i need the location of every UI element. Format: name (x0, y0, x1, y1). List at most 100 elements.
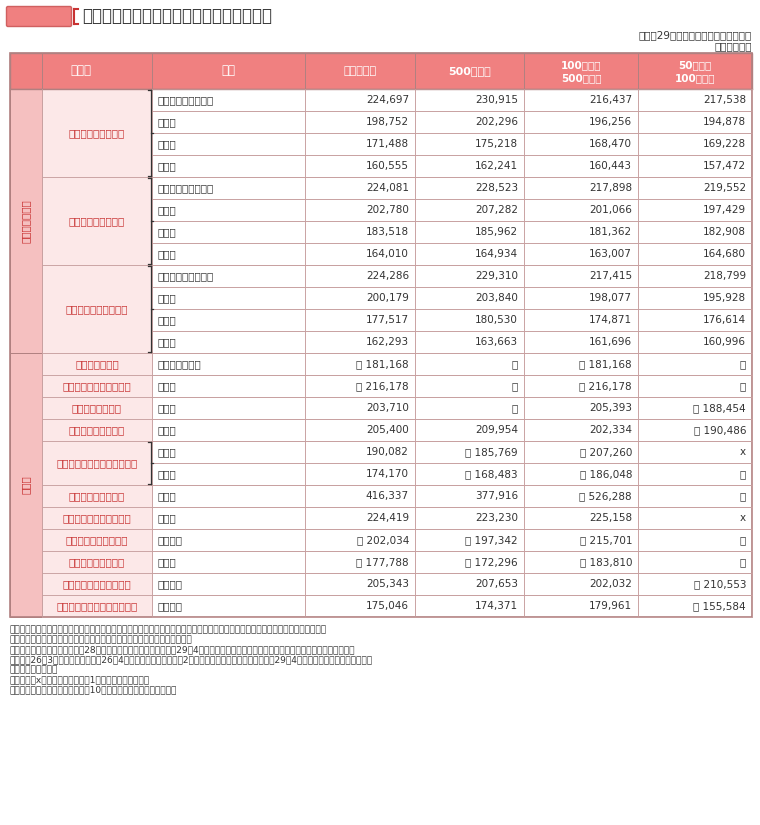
Bar (42, 485, 152, 507)
Text: 217,898: 217,898 (589, 183, 632, 193)
Bar (305, 177, 415, 199)
Text: 202,296: 202,296 (475, 117, 518, 127)
Text: 224,081: 224,081 (366, 183, 409, 193)
Text: ＊ 185,769: ＊ 185,769 (465, 447, 518, 457)
Bar (415, 155, 524, 177)
Text: 174,170: 174,170 (366, 469, 409, 479)
Bar (305, 595, 415, 617)
Bar (524, 133, 638, 155)
Bar (638, 89, 752, 111)
Text: 大学卒: 大学卒 (158, 381, 177, 391)
Text: －: － (511, 381, 518, 391)
Bar (305, 133, 415, 155)
Bar (305, 419, 415, 441)
Text: 171,488: 171,488 (366, 139, 409, 149)
Text: 新　卒　大　学　助　教: 新 卒 大 学 助 教 (62, 381, 131, 391)
Text: 50人以上: 50人以上 (679, 60, 711, 70)
Bar (42, 353, 152, 375)
Text: 学歴: 学歴 (221, 64, 236, 78)
Text: 100人未満: 100人未満 (675, 73, 715, 83)
Text: 160,555: 160,555 (366, 161, 409, 171)
Bar (524, 375, 638, 397)
Bar (152, 419, 305, 441)
Bar (638, 331, 752, 353)
Text: 190,082: 190,082 (366, 447, 409, 457)
Bar (415, 111, 524, 133)
Text: 高校卒: 高校卒 (158, 469, 177, 479)
Bar (42, 595, 152, 617)
Text: 準　新　卒　医　師: 準 新 卒 医 師 (69, 491, 125, 501)
Text: 205,400: 205,400 (366, 425, 409, 435)
Text: 218,799: 218,799 (703, 271, 746, 281)
Text: 短大卒: 短大卒 (158, 227, 177, 237)
Bar (152, 89, 305, 111)
Bar (638, 309, 752, 331)
Text: 229,310: 229,310 (475, 271, 518, 281)
Text: －: － (739, 381, 746, 391)
Text: x: x (740, 447, 746, 457)
Text: ＊ 186,048: ＊ 186,048 (579, 469, 632, 479)
Text: ＊ 216,178: ＊ 216,178 (579, 381, 632, 391)
Text: 202,334: 202,334 (589, 425, 632, 435)
Bar (638, 265, 752, 287)
Text: 新　卒　研　究　員: 新 卒 研 究 員 (69, 425, 125, 435)
Text: 大学院修士課程修了: 大学院修士課程修了 (158, 95, 214, 105)
Text: 205,393: 205,393 (589, 403, 632, 413)
Bar (524, 265, 638, 287)
Text: ＊ 168,483: ＊ 168,483 (465, 469, 518, 479)
Bar (638, 595, 752, 617)
Bar (42, 89, 152, 177)
Text: 198,077: 198,077 (589, 293, 632, 303)
Text: ＊ 197,342: ＊ 197,342 (465, 535, 518, 545)
Text: x: x (740, 513, 746, 523)
Bar (415, 309, 524, 331)
Bar (10, 53, 752, 617)
Bar (152, 287, 305, 309)
Text: ＊ 181,168: ＊ 181,168 (579, 359, 632, 369)
Bar (524, 485, 638, 507)
Bar (42, 177, 152, 265)
Bar (415, 287, 524, 309)
Text: 162,241: 162,241 (475, 161, 518, 171)
Bar (415, 551, 524, 573)
Bar (524, 551, 638, 573)
Text: 180,530: 180,530 (475, 315, 518, 325)
Text: 162,293: 162,293 (366, 337, 409, 347)
Text: （注）１　金額は、基本給のほか企業員に一律に支給される給与を含めた額（採用のある事業所の平均）であり、時間外手当、家族: （注）１ 金額は、基本給のほか企業員に一律に支給される給与を含めた額（採用のある… (10, 625, 327, 634)
Bar (638, 485, 752, 507)
Bar (415, 529, 524, 551)
Text: 157,472: 157,472 (703, 161, 746, 171)
Bar (415, 199, 524, 221)
Text: 223,230: 223,230 (475, 513, 518, 523)
Bar (305, 221, 415, 243)
Text: 大学院修士課程修了: 大学院修士課程修了 (158, 183, 214, 193)
Bar (415, 133, 524, 155)
Text: －: － (739, 535, 746, 545)
Text: 228,523: 228,523 (475, 183, 518, 193)
Bar (305, 353, 415, 375)
Text: 160,443: 160,443 (589, 161, 632, 171)
Text: 大学卒: 大学卒 (158, 491, 177, 501)
Bar (638, 573, 752, 595)
Text: 174,871: 174,871 (589, 315, 632, 325)
Text: 事務・技術関係: 事務・技術関係 (21, 199, 31, 243)
Bar (524, 441, 638, 463)
Text: ＊ 155,584: ＊ 155,584 (693, 601, 746, 611)
Text: 224,286: 224,286 (366, 271, 409, 281)
Bar (524, 573, 638, 595)
Text: 新卒事務員・技術者計: 新卒事務員・技術者計 (66, 304, 128, 314)
Text: 養成所卒: 養成所卒 (158, 579, 183, 589)
Text: 197,429: 197,429 (703, 205, 746, 215)
Bar (152, 573, 305, 595)
Bar (42, 529, 152, 551)
Bar (305, 309, 415, 331)
Bar (305, 199, 415, 221)
Text: －: － (511, 403, 518, 413)
Bar (42, 551, 152, 573)
Bar (152, 199, 305, 221)
Bar (152, 243, 305, 265)
Bar (305, 507, 415, 529)
Text: ＊ 183,810: ＊ 183,810 (579, 557, 632, 567)
Text: 500人以上: 500人以上 (448, 66, 491, 76)
Text: 207,653: 207,653 (475, 579, 518, 589)
